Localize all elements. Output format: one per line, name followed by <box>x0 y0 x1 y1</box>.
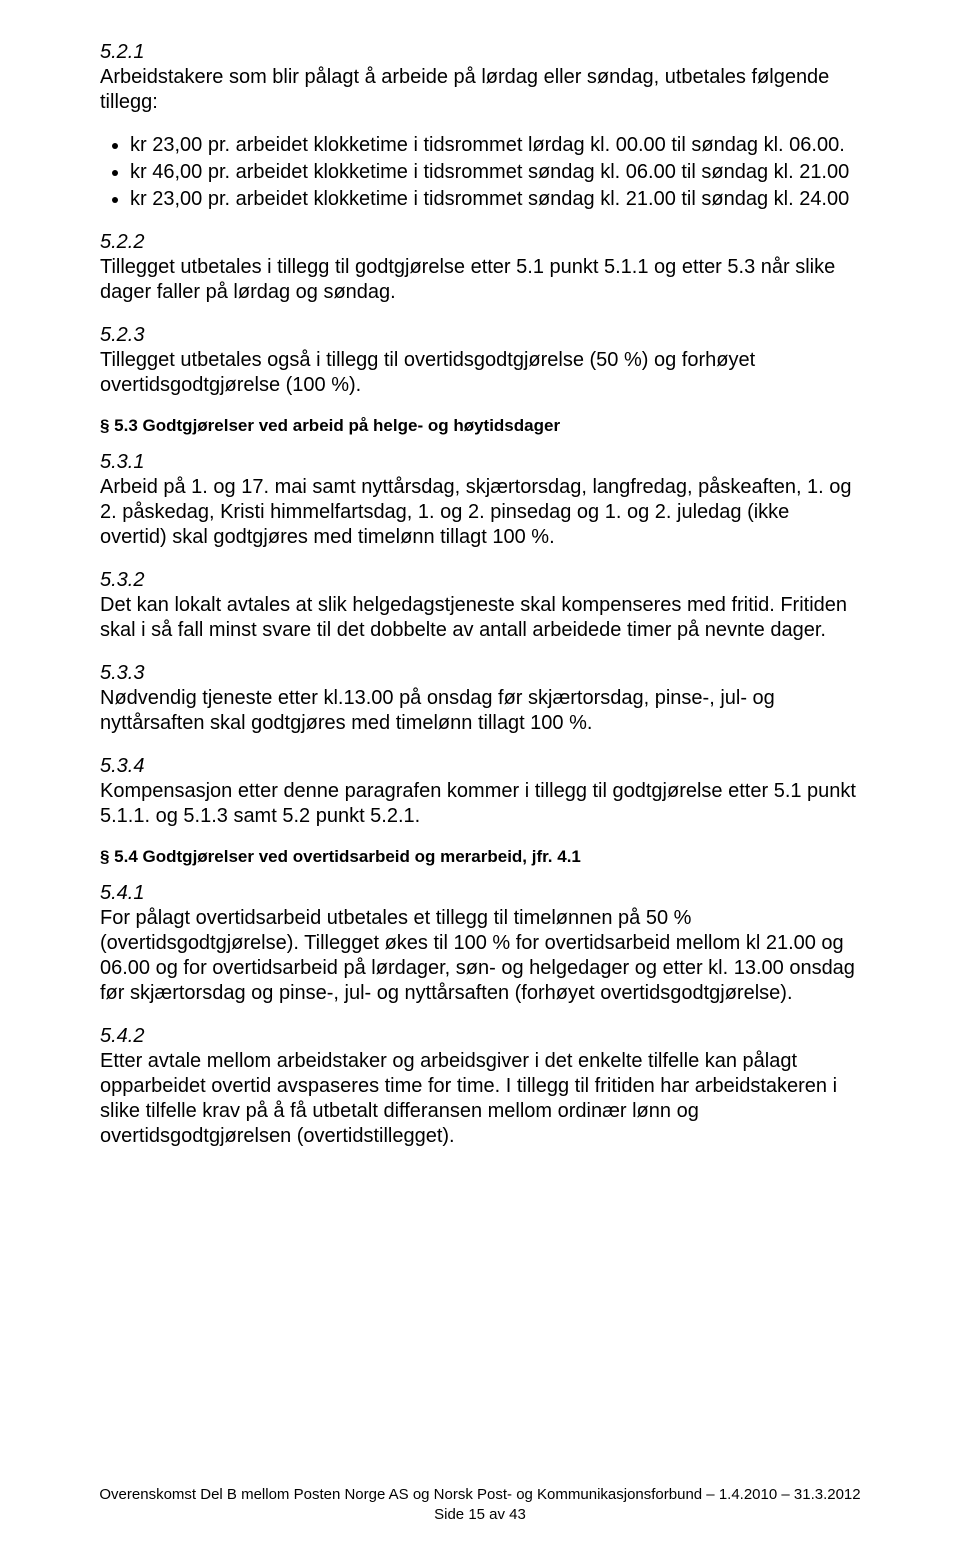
bullet-item: kr 23,00 pr. arbeidet klokketime i tidsr… <box>130 133 860 158</box>
section-text: Tillegget utbetales også i tillegg til o… <box>100 349 755 396</box>
heading-5-3: § 5.3 Godtgjørelser ved arbeid på helge-… <box>100 416 860 436</box>
section-number: 5.3.4 <box>100 755 144 777</box>
section-text: Etter avtale mellom arbeidstaker og arbe… <box>100 1050 837 1147</box>
document-page: 5.2.1 Arbeidstakere som blir pålagt å ar… <box>0 0 960 1554</box>
section-text: Arbeid på 1. og 17. mai samt nyttårsdag,… <box>100 476 852 548</box>
section-number: 5.3.2 <box>100 569 144 591</box>
section-5-3-2: 5.3.2 Det kan lokalt avtales at slik hel… <box>100 568 860 643</box>
footer-line-1: Overenskomst Del B mellom Posten Norge A… <box>0 1485 960 1505</box>
section-text: Det kan lokalt avtales at slik helgedags… <box>100 594 847 641</box>
section-text: Kompensasjon etter denne paragrafen komm… <box>100 780 856 827</box>
section-5-4-2: 5.4.2 Etter avtale mellom arbeidstaker o… <box>100 1024 860 1149</box>
section-number: 5.4.2 <box>100 1025 144 1047</box>
bullet-item: kr 23,00 pr. arbeidet klokketime i tidsr… <box>130 187 860 212</box>
section-text: Nødvendig tjeneste etter kl.13.00 på ons… <box>100 687 775 734</box>
section-5-2-2: 5.2.2 Tillegget utbetales i tillegg til … <box>100 230 860 305</box>
section-number: 5.2.1 <box>100 41 144 63</box>
section-5-4-1: 5.4.1 For pålagt overtidsarbeid utbetale… <box>100 881 860 1006</box>
section-5-3-4: 5.3.4 Kompensasjon etter denne paragrafe… <box>100 754 860 829</box>
section-number: 5.3.3 <box>100 662 144 684</box>
section-5-2-3: 5.2.3 Tillegget utbetales også i tillegg… <box>100 323 860 398</box>
heading-5-4: § 5.4 Godtgjørelser ved overtidsarbeid o… <box>100 847 860 867</box>
page-footer: Overenskomst Del B mellom Posten Norge A… <box>0 1485 960 1524</box>
section-text: Arbeidstakere som blir pålagt å arbeide … <box>100 66 829 113</box>
bullet-list-5-2-1: kr 23,00 pr. arbeidet klokketime i tidsr… <box>100 133 860 212</box>
section-5-3-1: 5.3.1 Arbeid på 1. og 17. mai samt nyttå… <box>100 450 860 550</box>
footer-line-2: Side 15 av 43 <box>0 1505 960 1525</box>
section-5-3-3: 5.3.3 Nødvendig tjeneste etter kl.13.00 … <box>100 661 860 736</box>
section-text: Tillegget utbetales i tillegg til godtgj… <box>100 256 835 303</box>
section-number: 5.3.1 <box>100 451 144 473</box>
section-number: 5.2.3 <box>100 324 144 346</box>
section-number: 5.2.2 <box>100 231 144 253</box>
section-number: 5.4.1 <box>100 882 144 904</box>
section-5-2-1: 5.2.1 Arbeidstakere som blir pålagt å ar… <box>100 40 860 115</box>
bullet-item: kr 46,00 pr. arbeidet klokketime i tidsr… <box>130 160 860 185</box>
section-text: For pålagt overtidsarbeid utbetales et t… <box>100 907 855 1004</box>
